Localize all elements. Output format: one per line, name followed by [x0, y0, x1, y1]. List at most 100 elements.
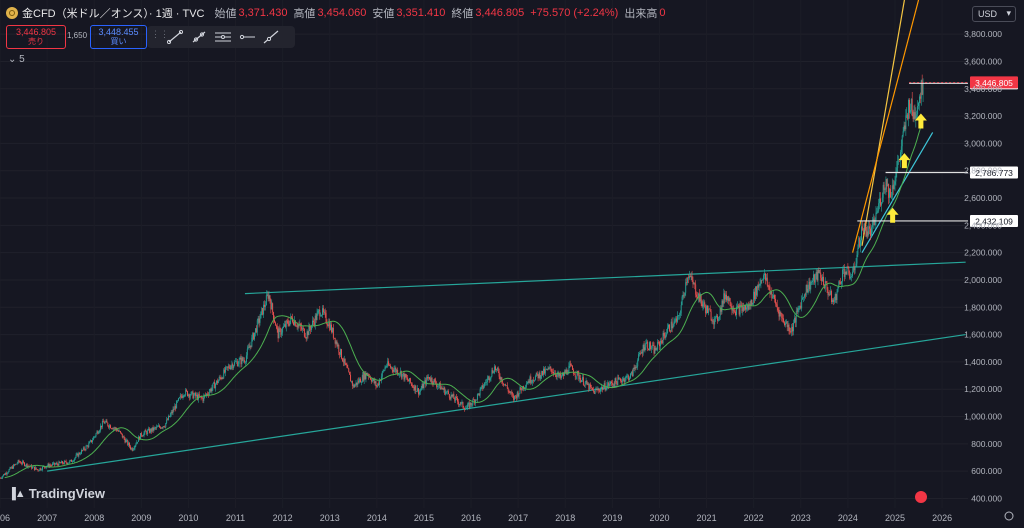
- candle-body: [388, 361, 390, 366]
- candle-body: [491, 370, 493, 377]
- candle-body: [129, 442, 130, 447]
- candle-body: [418, 388, 419, 395]
- candle-body: [435, 380, 437, 384]
- candle-body: [110, 425, 111, 429]
- candle-body: [184, 395, 186, 396]
- candle-body: [498, 371, 500, 377]
- extended-line-tool-icon[interactable]: [259, 27, 283, 47]
- candle-body: [477, 393, 479, 395]
- candle-body: [664, 335, 666, 338]
- candle-body: [24, 462, 25, 466]
- x-tick-label: 2026: [932, 513, 952, 523]
- candle-body: [514, 395, 515, 400]
- candle-body: [482, 385, 484, 389]
- candle-body: [535, 372, 537, 377]
- candle-body: [621, 380, 623, 383]
- trendline: [244, 261, 966, 295]
- candle-body: [568, 365, 570, 374]
- candle-body: [912, 111, 914, 119]
- candle-body: [920, 80, 922, 99]
- candle-body: [253, 333, 255, 340]
- candle-body: [256, 320, 258, 333]
- candle-body: [898, 160, 900, 162]
- grid: [0, 0, 968, 508]
- candle-body: [682, 294, 684, 297]
- candle-body: [14, 463, 16, 465]
- candle-body: [550, 366, 552, 369]
- candle-body: [271, 303, 273, 310]
- candle-body: [723, 293, 725, 304]
- candle-body: [343, 358, 345, 363]
- candle-body: [215, 383, 217, 389]
- candle-body: [310, 328, 312, 330]
- candle-body: [181, 396, 183, 398]
- candle-body: [192, 391, 194, 399]
- candle-body: [605, 389, 607, 390]
- candle-body: [34, 467, 36, 470]
- candle-body: [561, 375, 563, 378]
- candle-body: [23, 461, 25, 463]
- candle-body: [105, 420, 107, 423]
- candle-body: [173, 408, 175, 410]
- y-tick-label: 3,600.000: [964, 56, 1002, 66]
- candle-body: [750, 299, 752, 306]
- candle-body: [603, 383, 605, 388]
- candle-body: [266, 294, 268, 296]
- drawing-toolbar[interactable]: ⋮⋮: [147, 26, 295, 48]
- candle-body: [633, 367, 635, 369]
- x-tick-label: 2016: [461, 513, 481, 523]
- candle-body: [868, 226, 870, 235]
- candle-body: [501, 377, 503, 383]
- candle-body: [724, 293, 726, 300]
- candle-body: [747, 305, 749, 310]
- candle-body: [522, 386, 524, 391]
- buy-button[interactable]: 3,448.455 買い: [90, 25, 147, 49]
- candle-body: [727, 296, 729, 302]
- candle-body: [303, 328, 305, 337]
- candle-body: [545, 369, 547, 370]
- candle-body: [88, 443, 90, 448]
- candle-body: [762, 279, 764, 281]
- candle-body: [647, 341, 649, 349]
- candle-body: [452, 394, 454, 397]
- currency-select[interactable]: USD: [972, 6, 1016, 22]
- candle-body: [698, 293, 700, 302]
- candle-body: [272, 303, 274, 313]
- candle-body: [37, 469, 39, 471]
- horizontal-lines-tool-icon[interactable]: [211, 27, 235, 47]
- candle-body: [115, 427, 117, 430]
- ray-tool-icon[interactable]: [187, 27, 211, 47]
- candle-body: [495, 368, 497, 371]
- candle-body: [683, 294, 685, 296]
- trendline-tool-icon[interactable]: [163, 27, 187, 47]
- candle-body: [895, 172, 897, 182]
- candle-body: [825, 281, 827, 284]
- candle-body: [679, 313, 681, 316]
- sell-label: 売り: [28, 37, 44, 46]
- sell-button[interactable]: 3,446.805 売り: [6, 25, 66, 49]
- horizontal-ray-tool-icon[interactable]: [235, 27, 259, 47]
- candle-body: [91, 440, 92, 443]
- candle-body: [147, 430, 149, 435]
- candle-body: [197, 394, 199, 400]
- candle-body: [735, 311, 737, 316]
- candle-body: [237, 363, 239, 367]
- candle-body: [333, 337, 335, 339]
- indicators-toggle[interactable]: ⌄ 5: [8, 54, 25, 65]
- candle-body: [245, 355, 247, 362]
- candle-body: [120, 432, 122, 434]
- candle-body: [40, 468, 42, 470]
- symbol-header[interactable]: 金CFD（米ドル／オンス）· 1週 · TVC 始値 3,371.430 高値 …: [6, 4, 665, 22]
- candle-body: [149, 428, 150, 433]
- candle-body: [130, 448, 132, 449]
- candle-body: [416, 391, 418, 392]
- candle-body: [884, 189, 886, 190]
- drag-handle-icon[interactable]: ⋮⋮: [151, 29, 169, 39]
- candle-body: [478, 393, 480, 396]
- candle-body: [794, 317, 796, 323]
- candle-body: [495, 366, 496, 371]
- candle-body: [139, 433, 141, 440]
- candle-body: [4, 474, 5, 475]
- candle-body: [470, 402, 472, 405]
